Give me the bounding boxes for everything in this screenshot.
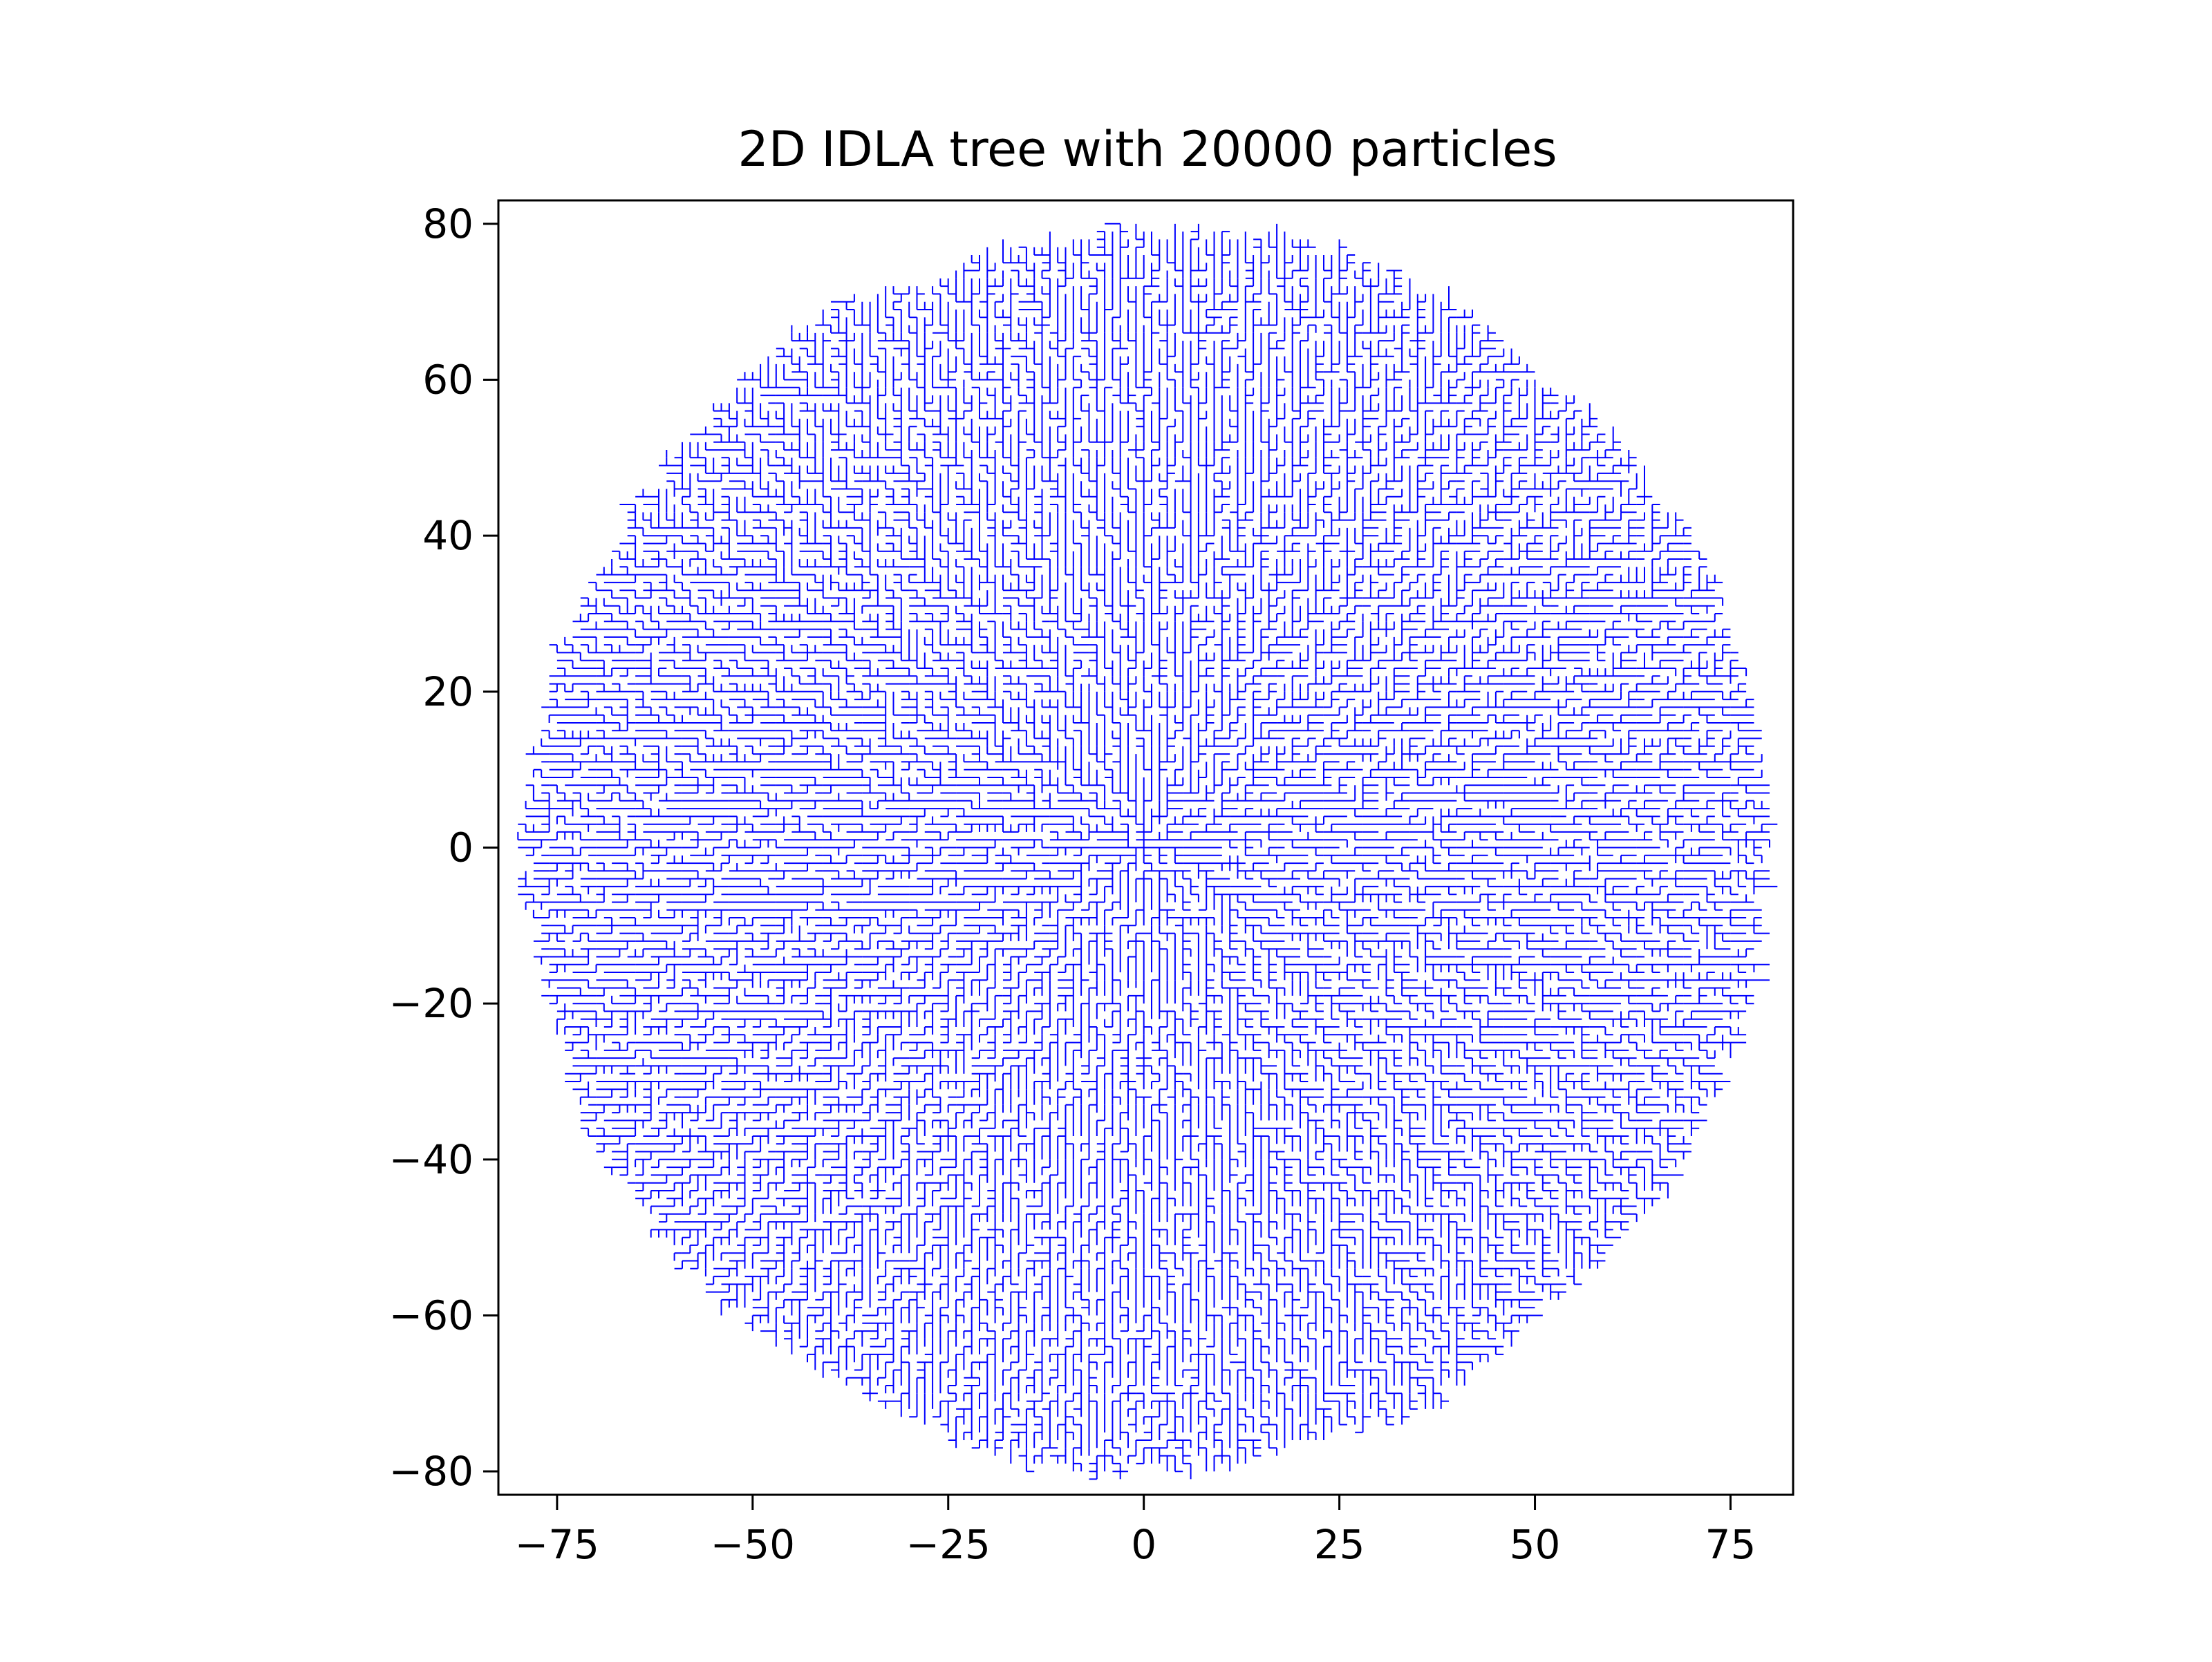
x-tick-label: 0 — [1131, 1521, 1156, 1568]
x-tick-label: 25 — [1314, 1521, 1365, 1568]
x-tick-label: 50 — [1510, 1521, 1561, 1568]
x-tick-label: 75 — [1705, 1521, 1756, 1568]
y-tick-label: −40 — [389, 1136, 474, 1183]
y-axis: −80 −60 −40 −20 0 20 40 60 80 — [389, 200, 498, 1495]
chart-title: 2D IDLA tree with 20000 particles — [738, 121, 1557, 178]
y-tick-label: 60 — [422, 357, 474, 404]
y-tick-label: 20 — [422, 668, 474, 715]
x-tick-label: −25 — [906, 1521, 991, 1568]
y-tick-label: 80 — [422, 200, 474, 247]
idla-tree-edges — [517, 223, 1778, 1480]
y-tick-label: 0 — [448, 824, 474, 871]
x-axis: −75 −50 −25 0 25 50 75 — [515, 1495, 1756, 1568]
x-tick-label: −50 — [711, 1521, 795, 1568]
idla-tree — [517, 223, 1778, 1480]
y-tick-label: −60 — [389, 1292, 474, 1339]
y-tick-label: 40 — [422, 512, 474, 559]
y-tick-label: −20 — [389, 980, 474, 1027]
x-tick-label: −75 — [515, 1521, 599, 1568]
y-tick-label: −80 — [389, 1448, 474, 1495]
